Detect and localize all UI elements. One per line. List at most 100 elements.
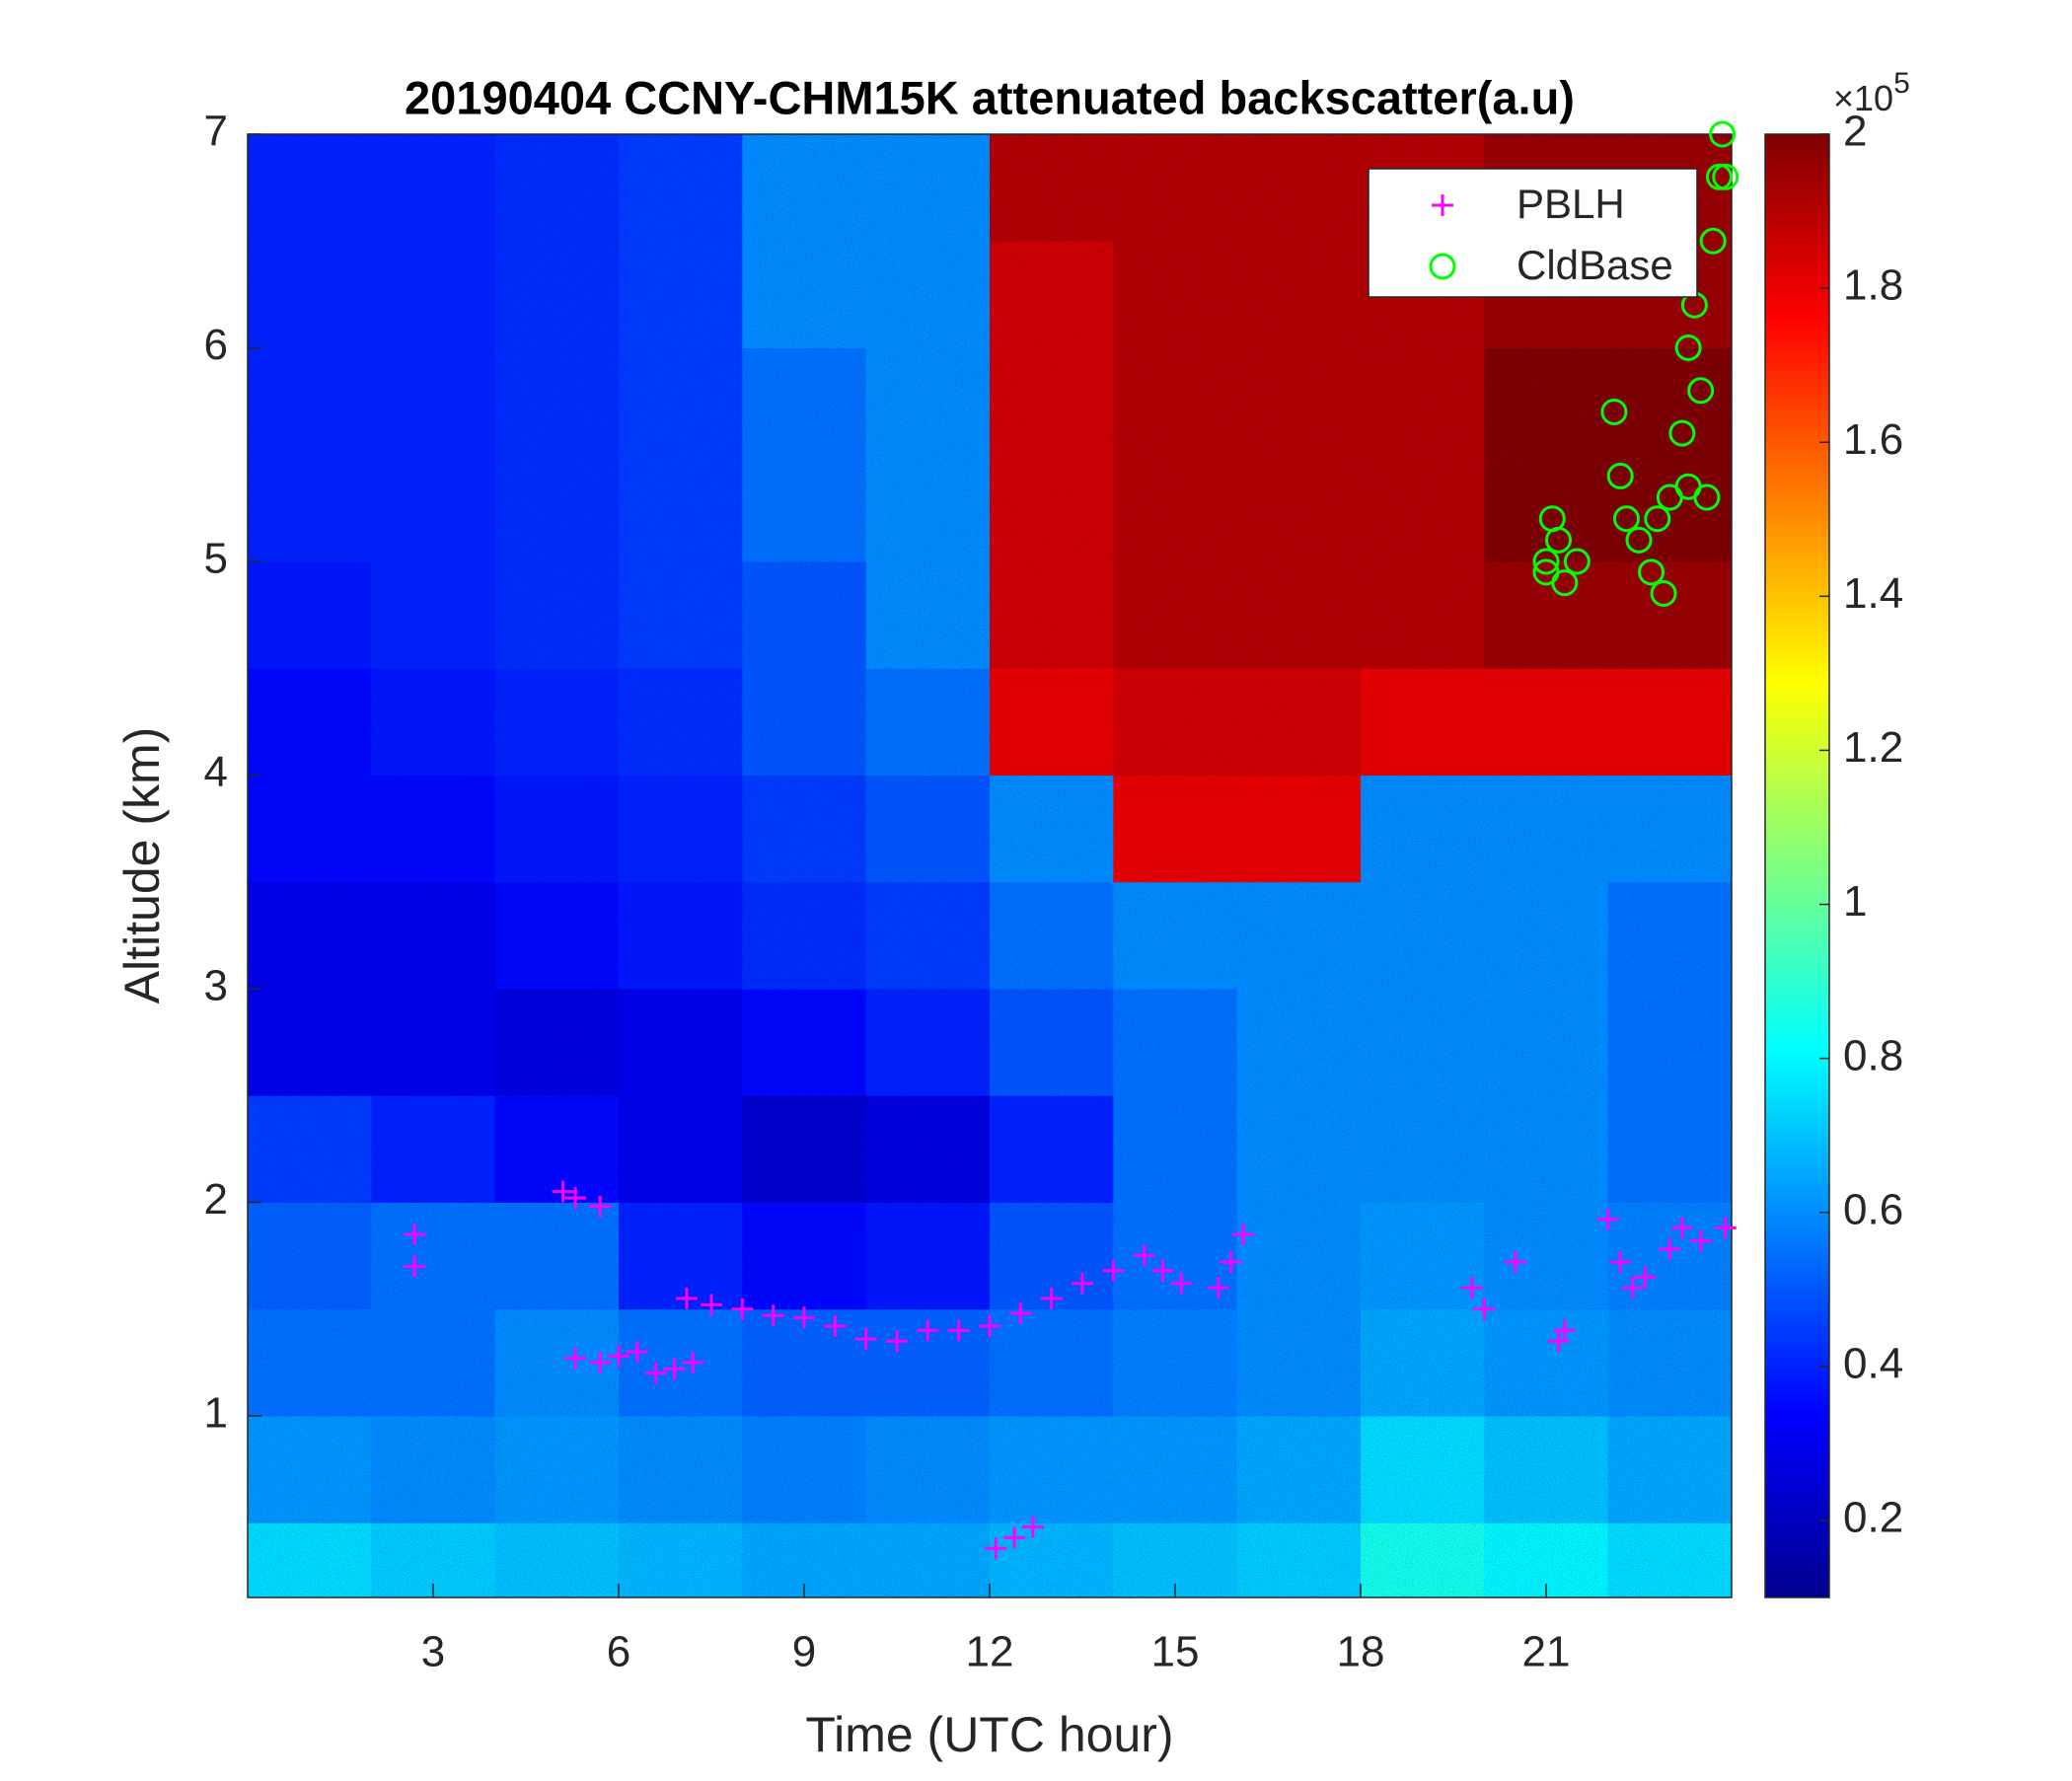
cloud-base-point xyxy=(1545,526,1573,554)
x-tick-label: 9 xyxy=(792,1628,816,1676)
colorbar-tick-label: 0.8 xyxy=(1843,1031,1903,1079)
colorbar-tick-label: 1.6 xyxy=(1843,415,1903,464)
pblh-point xyxy=(589,1195,612,1218)
cloud-base-point xyxy=(1638,558,1665,586)
x-tick-label: 3 xyxy=(421,1628,445,1676)
pblh-point xyxy=(762,1304,784,1327)
pblh-point xyxy=(1504,1251,1526,1274)
legend-marker xyxy=(1429,253,1456,280)
colorbar-tick-label: 1.2 xyxy=(1843,723,1903,772)
multiplier-exponent: 5 xyxy=(1893,67,1910,100)
pblh-point xyxy=(824,1315,847,1338)
pblh-point xyxy=(1689,1229,1712,1252)
pblh-point xyxy=(1714,1217,1737,1239)
pblh-point xyxy=(675,1287,698,1309)
cloud-base-point xyxy=(1551,569,1579,597)
pblh-point xyxy=(886,1330,908,1353)
pblh-point xyxy=(404,1223,426,1245)
pblh-point xyxy=(644,1362,667,1384)
cloud-base-point xyxy=(1687,377,1715,405)
pblh-point xyxy=(608,1345,629,1368)
cloud-base-point xyxy=(1709,120,1737,148)
pblh-point xyxy=(1659,1238,1681,1261)
pblh-point xyxy=(1460,1277,1483,1299)
pblh-point xyxy=(1621,1277,1644,1299)
pblh-point xyxy=(854,1328,877,1351)
cloud-base-point xyxy=(1668,419,1696,447)
pblh-point xyxy=(1547,1330,1570,1353)
colorbar xyxy=(1764,133,1830,1598)
cloud-base-point xyxy=(1674,334,1702,361)
cloud-base-point xyxy=(1712,163,1739,190)
y-tick-label: 5 xyxy=(204,535,228,583)
legend-box xyxy=(1368,168,1698,298)
y-tick-label: 3 xyxy=(204,962,228,1010)
cloud-base-point xyxy=(1612,505,1640,533)
pblh-point xyxy=(1003,1526,1026,1549)
pblh-point xyxy=(731,1298,754,1320)
legend-marker xyxy=(1432,194,1453,216)
pblh-point xyxy=(1220,1251,1242,1274)
pblh-point xyxy=(404,1255,426,1278)
x-tick-label: 6 xyxy=(607,1628,630,1676)
pblh-point xyxy=(701,1294,722,1316)
pblh-point xyxy=(1231,1223,1254,1245)
pblh-point xyxy=(564,1187,587,1210)
colorbar-tick-label: 0.4 xyxy=(1843,1339,1903,1387)
cloud-base-point xyxy=(1563,548,1591,575)
x-tick-label: 15 xyxy=(1151,1628,1200,1676)
pblh-point xyxy=(1102,1259,1125,1282)
pblh-point xyxy=(626,1341,648,1364)
pblh-point xyxy=(1473,1298,1496,1320)
texture xyxy=(248,134,1732,1597)
pblh-point xyxy=(564,1347,587,1370)
colorbar-tick-label: 2 xyxy=(1843,108,1867,156)
cloud-base-point xyxy=(1674,473,1702,500)
pblh-point xyxy=(1151,1259,1174,1282)
legend-label: CldBase xyxy=(1517,242,1673,288)
pblh-point xyxy=(979,1315,1000,1338)
legend-label: PBLH xyxy=(1517,181,1625,227)
cloud-base-point xyxy=(1606,462,1634,489)
pblh-point xyxy=(1009,1302,1032,1325)
pblh-point xyxy=(1634,1266,1657,1289)
pblh-point xyxy=(947,1319,970,1342)
pblh-point xyxy=(917,1319,939,1342)
pblh-point xyxy=(682,1351,704,1373)
pblh-point xyxy=(1609,1251,1632,1274)
legend: PBLH CldBase xyxy=(1368,168,1698,298)
pblh-point xyxy=(552,1180,574,1203)
pblh-point xyxy=(985,1537,1007,1560)
colorbar-tick-label: 0.2 xyxy=(1843,1494,1903,1542)
x-axis-label: Time (UTC hour) xyxy=(805,1707,1173,1762)
pblh-point xyxy=(1040,1287,1063,1309)
pblh-point xyxy=(1170,1272,1193,1295)
cloud-base-point xyxy=(1625,526,1653,554)
y-tick-label: 1 xyxy=(204,1389,228,1438)
y-axis-label: Altitude (km) xyxy=(114,727,170,1004)
pblh-point xyxy=(663,1358,686,1380)
pblh-point xyxy=(1021,1516,1044,1538)
cloud-base-point xyxy=(1644,505,1671,533)
x-tick-label: 21 xyxy=(1522,1628,1571,1676)
y-tick-label: 2 xyxy=(204,1175,228,1224)
pblh-point xyxy=(793,1306,815,1329)
cloud-base-point xyxy=(1650,579,1677,607)
colorbar-tick-label: 1.8 xyxy=(1843,261,1903,310)
colorbar-tick-label: 1.4 xyxy=(1843,569,1903,618)
cloud-base-point xyxy=(1699,227,1727,255)
x-tick-label: 12 xyxy=(966,1628,1014,1676)
pblh-point xyxy=(1072,1272,1093,1295)
pblh-point xyxy=(1596,1208,1619,1230)
multiplier-base: ×10 xyxy=(1833,78,1893,118)
x-tick-label: 18 xyxy=(1337,1628,1385,1676)
colorbar-multiplier: ×105 xyxy=(1833,67,1910,118)
pblh-point xyxy=(1670,1217,1693,1239)
chart-title: 20190404 CCNY-CHM15K attenuated backscat… xyxy=(405,71,1575,123)
pblh-point xyxy=(1133,1244,1155,1267)
pblh-point xyxy=(589,1351,612,1373)
y-tick-label: 4 xyxy=(204,748,228,796)
